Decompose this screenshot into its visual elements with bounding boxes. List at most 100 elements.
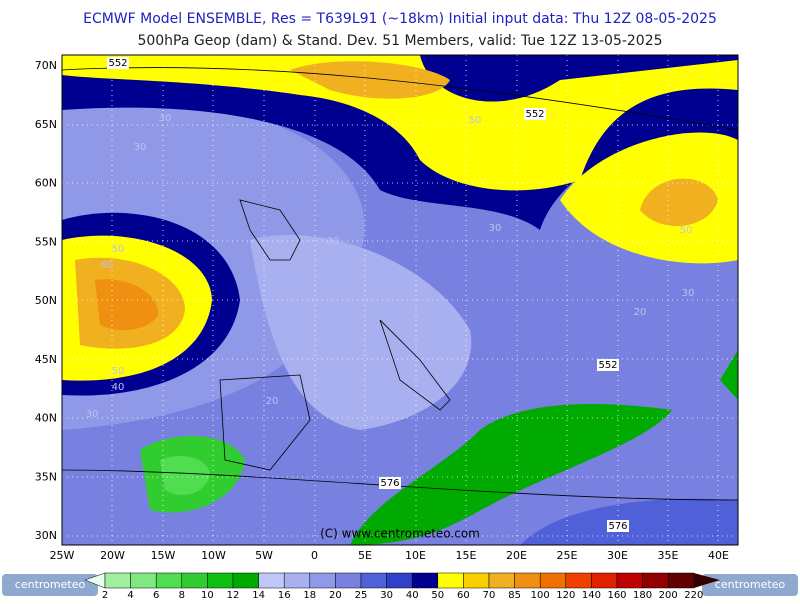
colorbar-label: 70 [483,590,496,600]
contour-label: 552 [598,360,617,371]
colorbar-label: 85 [508,590,521,600]
lon-label: 5E [358,549,372,562]
colorbar-swatch [360,572,387,589]
lat-label: 45N [35,353,57,366]
colorbar-swatch [207,572,234,589]
contour-label-box [107,57,129,69]
colorbar-swatch [642,572,669,589]
lon-label: 25W [50,549,75,562]
colorbar-label: 180 [633,590,652,600]
lon-label: 0 [311,549,318,562]
colorbar-label: 140 [582,590,601,600]
colorbar-label: 40 [406,590,419,600]
title: ECMWF Model ENSEMBLE, Res = T639L91 (~18… [83,11,717,27]
contour-label: 30 [489,223,502,234]
subtitle: 500hPa Geop (dam) & Stand. Dev. 51 Membe… [137,33,662,49]
contour-label-box [524,108,546,120]
colorbar-label: 25 [355,590,368,600]
contour-label: 552 [108,58,127,69]
logo: centrometeo [715,578,786,591]
colorbar-label: 220 [684,590,703,600]
colorbar-swatch [463,572,490,589]
contour-label: 50 [112,244,125,255]
lon-label: 40E [708,549,729,562]
colorbar-label: 50 [431,590,444,600]
lat-label: 35N [35,470,57,483]
contour-label: 60 [101,260,114,271]
lon-label: 10E [405,549,426,562]
contour-label: 30 [134,142,147,153]
colorbar-swatch [565,572,592,589]
contour-label: 576 [608,521,627,532]
colorbar-label: 200 [659,590,678,600]
colorbar-swatch [411,572,439,589]
colorbar-end [693,573,720,588]
contour-label: 552 [525,109,544,120]
lat-label: 30N [35,529,57,542]
colorbar-label: 60 [457,590,470,600]
contour-label: 30 [86,409,99,420]
colorbar-label: 120 [556,590,575,600]
colorbar-swatch [488,572,515,589]
colorbar-swatch [514,572,541,589]
lat-label: 40N [35,412,57,425]
contour-label: 50 [112,366,125,377]
colorbar-swatch [130,572,157,589]
contour-label-box [597,359,619,371]
map [62,55,738,545]
contour-label: 50 [469,115,482,126]
colorbar-label: 10 [201,590,214,600]
contour-label: 40 [112,382,125,393]
colorbar-label: 6 [153,590,159,600]
lon-label: 30E [607,549,628,562]
colorbar-swatch [232,572,259,589]
colorbar-swatch [386,572,413,589]
map-frame [61,54,739,546]
credit: (C) www.centrometeo.com [320,527,480,541]
contour-label-box [379,477,401,489]
logo: centrometeo [15,578,86,591]
lon-label: 15E [456,549,477,562]
lon-label: 35E [658,549,679,562]
colorbar-swatch [539,572,567,589]
colorbar-label: 18 [303,590,316,600]
colorbar-label: 20 [329,590,342,600]
colorbar-label: 30 [380,590,393,600]
colorbar-swatch [335,572,362,589]
lon-label: 10W [201,549,226,562]
colorbar-swatch [437,572,464,589]
colorbar-label: 4 [127,590,133,600]
colorbar-swatch [667,572,695,589]
colorbar-label: 16 [278,590,291,600]
colorbar-label: 2 [102,590,108,600]
footer: centrometeo centrometeo [2,574,798,596]
lon-label: 20W [100,549,125,562]
colorbar-swatch [591,572,618,589]
colorbar-label: 160 [607,590,626,600]
colorbar-swatch [309,572,336,589]
colorbar-label: 12 [227,590,240,600]
colorbar-swatch [155,572,183,589]
colorbar-label: 100 [531,590,550,600]
colorbar-swatch [181,572,208,589]
contour-label: 30 [159,113,172,124]
contour-label: 30 [682,288,695,299]
lat-label: 65N [35,118,57,131]
logo-box [2,574,98,596]
contour-label: 30 [327,236,340,247]
logo-box [702,574,798,596]
lon-label: 25E [557,549,578,562]
contour-label: 20 [634,307,647,318]
lat-label: 50N [35,294,57,307]
lat-label: 60N [35,177,57,190]
contour-label: 50 [680,225,693,236]
contour-label: 576 [380,478,399,489]
lat-label: 55N [35,235,57,248]
lon-label: 5W [255,549,273,562]
colorbar-swatch [104,572,131,589]
lon-label: 20E [506,549,527,562]
colorbar-label: 8 [179,590,185,600]
colorbar-swatch [616,572,643,589]
contour-label-box [607,520,629,532]
